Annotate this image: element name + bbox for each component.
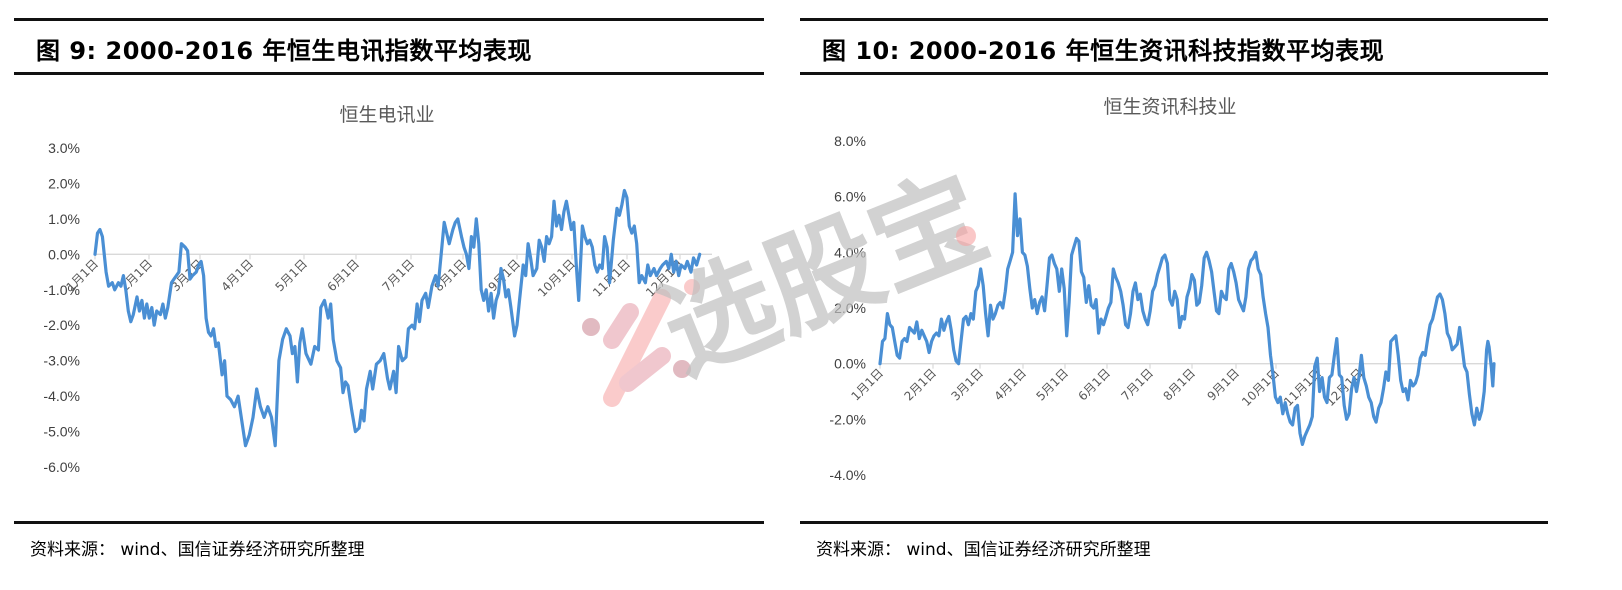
chart-title: 恒生资讯科技业 [1103,96,1237,118]
figure-caption: 图 10: 2000-2016 年恒生资讯科技指数平均表现 [822,37,1385,65]
y-axis-tick-label: -2.0% [43,317,80,333]
x-axis-tick-label: 5月1日 [1033,366,1071,404]
chart-title: 恒生电讯业 [339,104,435,126]
x-axis-tick-label: 9月1日 [1204,366,1242,404]
x-axis-tick-label: 8月1日 [1160,366,1198,404]
x-axis-tick-label: 4月1日 [991,366,1029,404]
y-axis-tick-label: 0.0% [48,246,80,262]
x-axis-tick-label: 6月1日 [1075,366,1113,404]
figure-9-panel: 图 9: 2000-2016 年恒生电讯指数平均表现 恒生电讯业 资料来源： w… [14,0,764,590]
bottom-rule [14,521,764,524]
y-axis-tick-label: -4.0% [829,467,866,483]
y-axis-tick-label: -3.0% [43,353,80,369]
data-series-line [878,192,1496,446]
figure-10-panel: 图 10: 2000-2016 年恒生资讯科技指数平均表现 恒生资讯科技业 资料… [800,0,1548,590]
top-rule [800,18,1548,21]
y-axis-tick-label: 3.0% [48,140,80,156]
y-axis-tick-label: 2.0% [834,300,866,316]
y-axis-tick-label: -4.0% [43,388,80,404]
y-axis-tick-label: 2.0% [48,175,80,191]
data-series-line [93,188,702,448]
source-note: 资料来源： wind、国信证券经济研究所整理 [30,540,365,560]
y-axis-tick-label: 8.0% [834,133,866,149]
y-axis-tick-label: -2.0% [829,411,866,427]
x-axis-tick-label: 3月1日 [948,366,986,404]
caption-rule [800,72,1548,75]
figure-caption: 图 9: 2000-2016 年恒生电讯指数平均表现 [36,37,532,65]
source-note: 资料来源： wind、国信证券经济研究所整理 [816,540,1151,560]
y-axis-tick-label: -6.0% [43,459,80,475]
x-axis-tick-label: 2月1日 [901,366,939,404]
y-axis-tick-label: -1.0% [43,282,80,298]
x-axis-tick-label: 7月1日 [1118,366,1156,404]
caption-rule [14,72,764,75]
y-axis-tick-label: 0.0% [834,356,866,372]
top-rule [14,18,764,21]
bottom-rule [800,521,1548,524]
y-axis-tick-label: 1.0% [48,211,80,227]
y-axis-tick-label: 6.0% [834,189,866,205]
y-axis-tick-label: -5.0% [43,424,80,440]
y-axis-tick-label: 4.0% [834,244,866,260]
